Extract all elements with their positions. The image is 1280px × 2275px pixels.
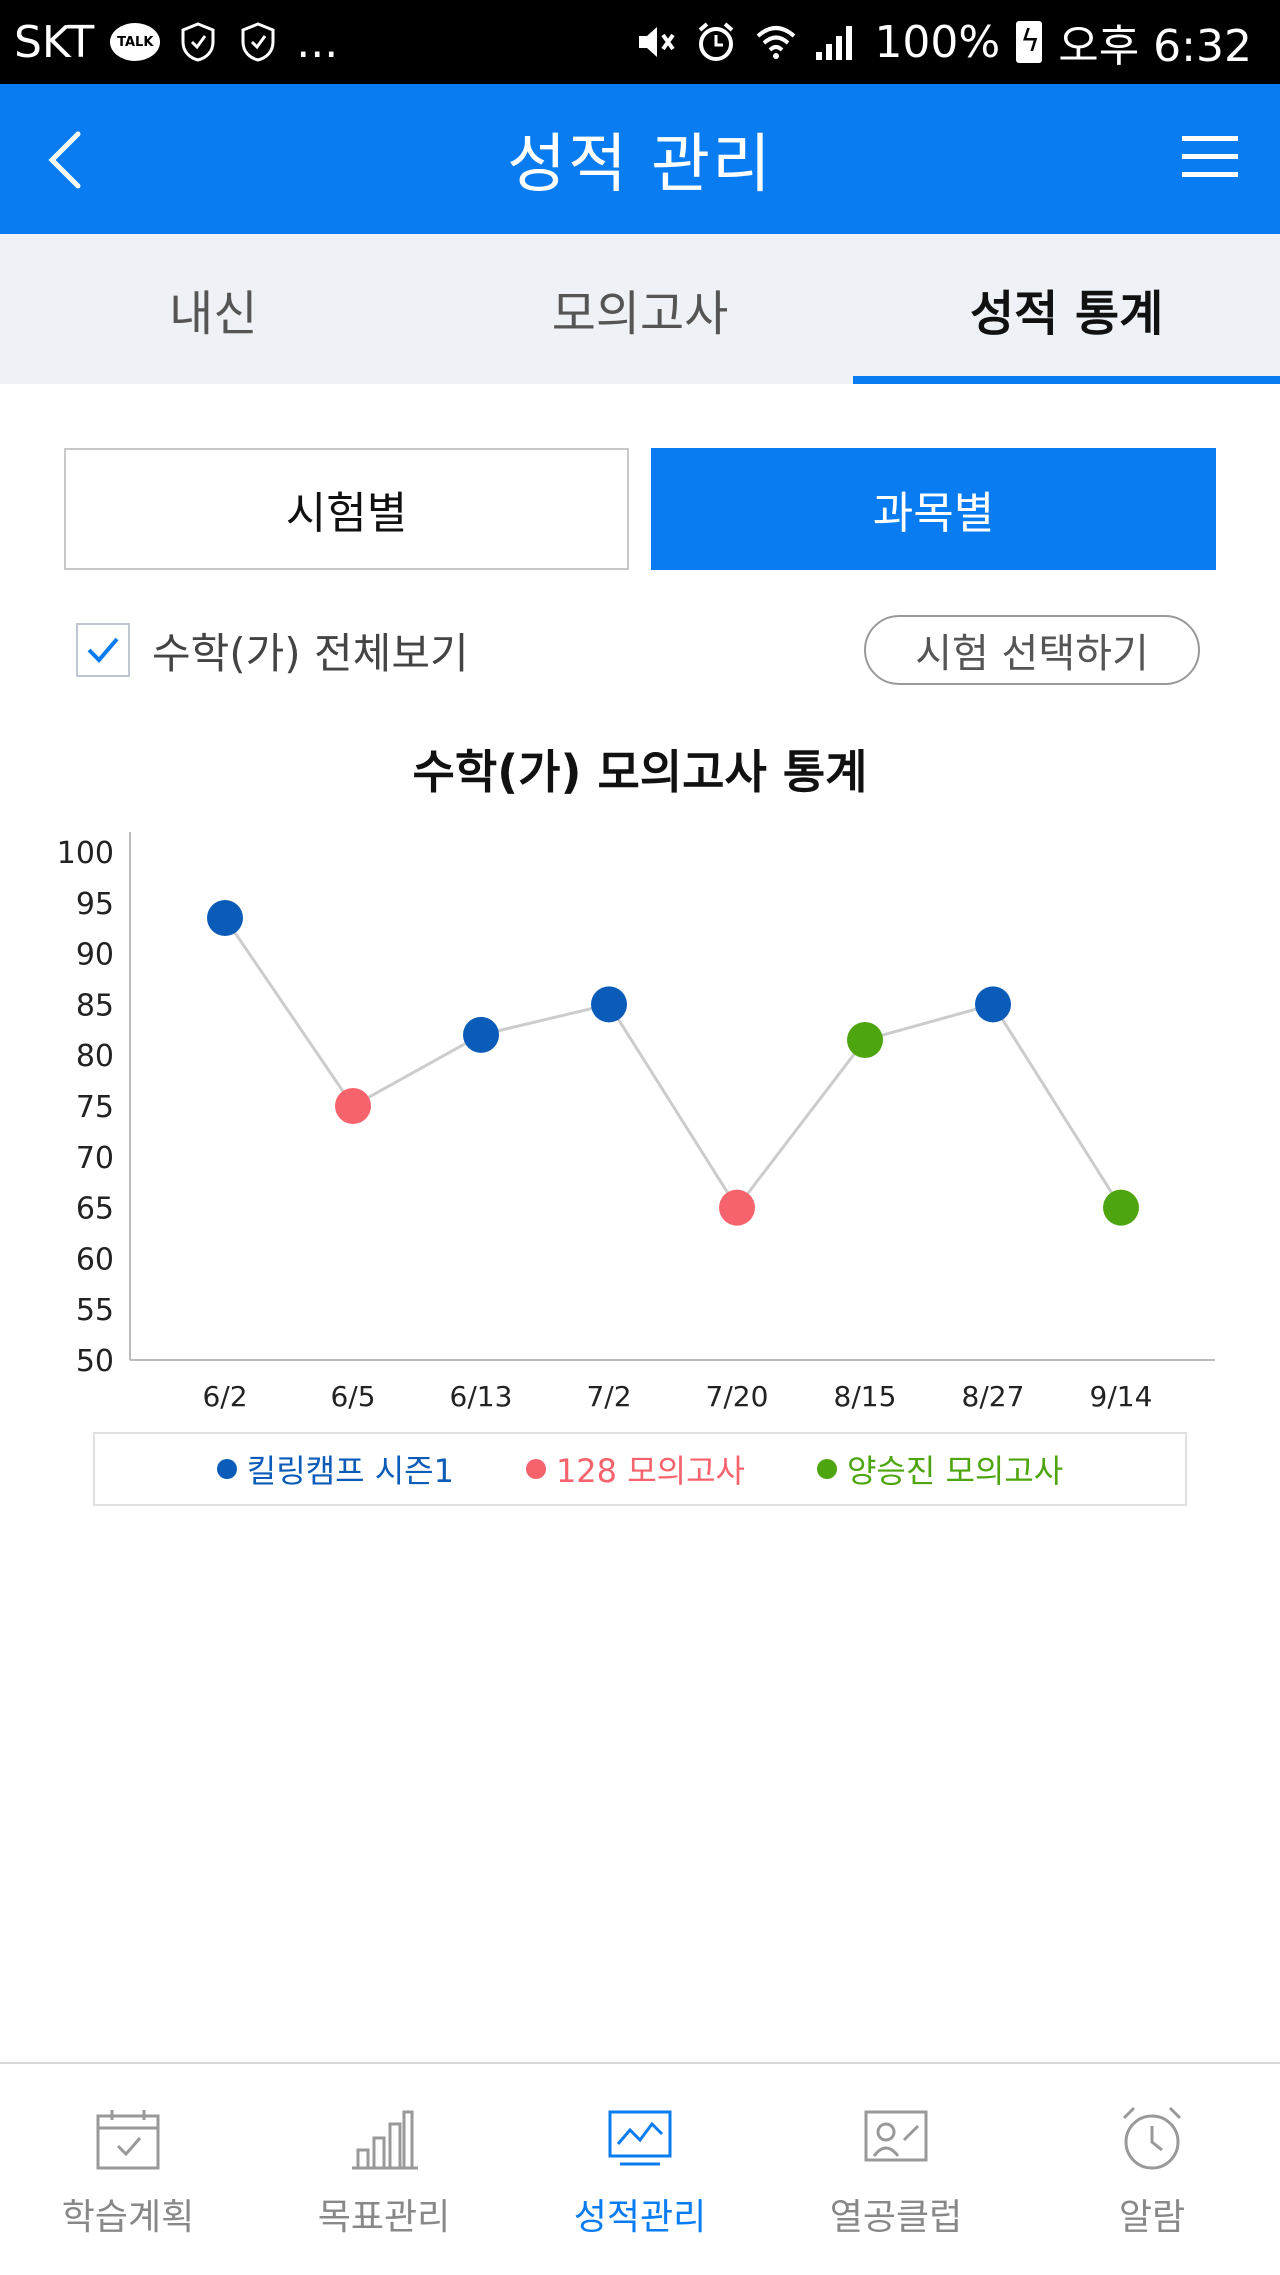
nav-study-plan[interactable]: 학습계획: [0, 2064, 256, 2275]
data-point: [463, 1016, 499, 1053]
data-point: [335, 1088, 371, 1124]
status-left: SKT TALK ...: [14, 17, 338, 68]
menu-button[interactable]: [1180, 128, 1240, 188]
y-tick-label: 85: [76, 988, 114, 1023]
club-board-icon: [864, 2110, 928, 2161]
y-tick-label: 95: [76, 887, 114, 922]
y-tick-label: 50: [76, 1344, 114, 1379]
by-exam-button[interactable]: 시험별: [64, 448, 629, 570]
nav-label: 성적관리: [573, 2196, 707, 2238]
data-point: [847, 1021, 883, 1058]
back-button[interactable]: [38, 122, 118, 202]
data-point: [591, 986, 627, 1023]
y-tick-label: 100: [57, 836, 114, 871]
nav-label: 열공클럽: [829, 2196, 963, 2238]
shield-icon: [236, 20, 280, 64]
battery-percent: 100%: [874, 16, 1001, 68]
tab-mock-exam[interactable]: 모의고사: [551, 286, 729, 342]
legend-label: 128 모의고사: [555, 1452, 745, 1490]
page-title: 성적 관리: [507, 128, 773, 202]
more-notifications: ...: [296, 16, 339, 68]
status-bar: SKT TALK ... 100% 오후: [0, 0, 1280, 84]
signal-icon: [814, 20, 858, 64]
y-tick-label: 60: [76, 1242, 114, 1277]
options-row: 수학(가) 전체보기 시험 선택하기: [76, 614, 1200, 686]
view-all-toggle[interactable]: 수학(가) 전체보기: [76, 620, 469, 681]
bar-chart-icon: [352, 2110, 418, 2169]
chart-title: 수학(가) 모의고사 통계: [412, 745, 868, 799]
y-tick-label: 90: [76, 938, 114, 973]
data-point: [975, 986, 1011, 1023]
nav-goal-management[interactable]: 목표관리: [256, 2064, 512, 2275]
calendar-icon: [96, 2109, 160, 2169]
tab-school-grades[interactable]: 내신: [169, 286, 258, 342]
nav-label: 목표관리: [317, 2196, 451, 2238]
y-tick-label: 65: [76, 1192, 114, 1227]
x-tick-label: 8/27: [962, 1380, 1025, 1413]
nav-study-club[interactable]: 열공클럽: [768, 2064, 1024, 2275]
x-tick-label: 6/2: [202, 1380, 247, 1413]
y-tick-label: 70: [76, 1141, 114, 1176]
clock: 오후 6:32: [1058, 21, 1252, 72]
chevron-left-icon: [48, 131, 81, 189]
view-mode-segment: 시험별 과목별: [64, 448, 1216, 570]
battery-charging-icon: [1016, 21, 1043, 63]
select-exam-button[interactable]: 시험 선택하기: [864, 615, 1200, 685]
y-tick-label: 80: [76, 1039, 114, 1074]
mute-icon: [634, 20, 678, 64]
wifi-icon: [754, 20, 798, 64]
app-header: 성적 관리: [0, 84, 1280, 234]
shield-icon: [176, 20, 220, 64]
tab-bar: 내신 모의고사 성적 통계: [0, 234, 1280, 384]
y-tick-label: 55: [76, 1293, 114, 1328]
nav-label: 학습계획: [61, 2196, 195, 2238]
view-all-checkbox[interactable]: [76, 623, 130, 677]
series-line: [223, 917, 1123, 1211]
x-tick-label: 9/14: [1090, 1380, 1153, 1413]
legend-item-128-mock: 128 모의고사: [525, 1446, 745, 1492]
y-tick-label: 75: [76, 1090, 114, 1125]
data-point: [207, 900, 243, 937]
x-tick-label: 6/13: [450, 1380, 513, 1413]
legend-dot: [816, 1459, 837, 1479]
data-point: [1103, 1189, 1139, 1226]
legend-dot: [525, 1459, 546, 1479]
hamburger-menu-icon: [1182, 136, 1238, 177]
legend-label: 킬링캠프 시즌1: [246, 1452, 454, 1490]
nav-alarm[interactable]: 알람: [1024, 2064, 1280, 2275]
legend-label: 양승진 모의고사: [846, 1452, 1064, 1490]
checkmark-icon: [87, 637, 119, 663]
alarm-icon: [694, 20, 738, 64]
legend-dot: [216, 1459, 237, 1479]
legend-item-yang-mock: 양승진 모의고사: [816, 1446, 1064, 1492]
x-tick-label: 7/20: [706, 1380, 769, 1413]
status-right: 100% 오후 6:32: [634, 10, 1252, 74]
line-chart-monitor-icon: [608, 2110, 672, 2165]
nav-label: 알람: [1118, 2196, 1186, 2238]
x-tick-label: 7/2: [586, 1380, 631, 1413]
view-all-label: 수학(가) 전체보기: [152, 628, 469, 678]
by-subject-button[interactable]: 과목별: [651, 448, 1216, 570]
legend-item-killing-camp: 킬링캠프 시즌1: [216, 1446, 454, 1492]
nav-grade-management[interactable]: 성적관리: [512, 2064, 768, 2275]
bottom-navigation: 학습계획 목표관리 성적관리: [0, 2062, 1280, 2275]
x-tick-label: 6/5: [330, 1380, 375, 1413]
carrier-label: SKT: [14, 16, 95, 68]
alarm-clock-icon: [1122, 2106, 1182, 2169]
x-tick-label: 8/15: [834, 1380, 897, 1413]
kakaotalk-icon: TALK: [110, 23, 161, 61]
chart-legend: 킬링캠프 시즌1 128 모의고사 양승진 모의고사: [93, 1432, 1187, 1506]
line-chart: 50 55 60 65 70 75 80 85 90 95 100 6/2 6/5 6/13 7/2 7/20…: [57, 832, 1215, 1413]
tab-grade-statistics[interactable]: 성적 통계: [853, 234, 1280, 384]
data-point: [719, 1189, 755, 1226]
